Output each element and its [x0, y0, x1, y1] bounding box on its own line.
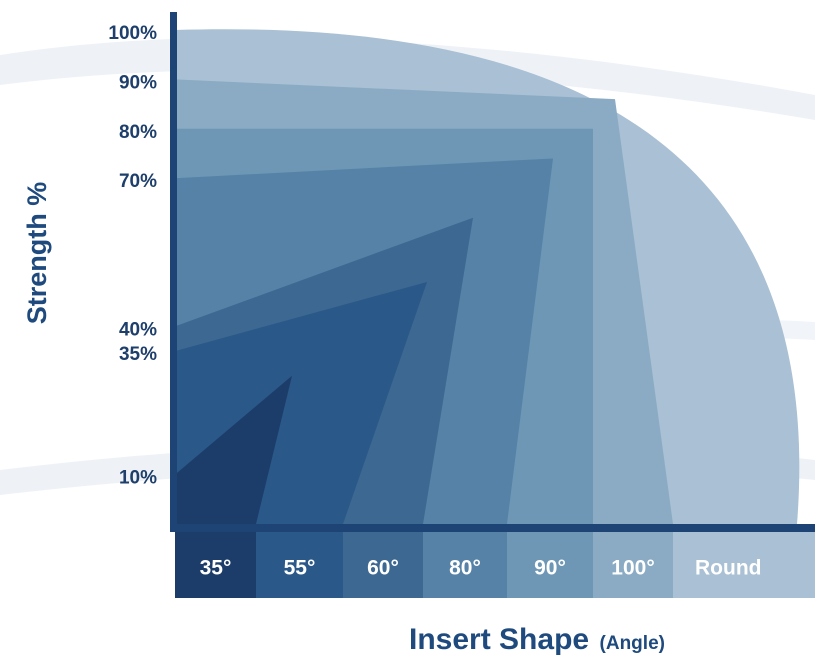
region-35deg — [175, 375, 292, 524]
y-axis-line — [170, 12, 177, 532]
strength-regions — [175, 29, 800, 525]
x-tick-label: 60° — [367, 557, 399, 580]
x-tick-label: 100° — [611, 557, 654, 580]
x-tick-labels: 35° 55° 60° 80° 90° 100° Round — [200, 557, 762, 580]
x-axis-label-suffix: (Angle) — [600, 633, 665, 654]
x-tick-label: Round — [695, 557, 761, 580]
x-band-cell-round — [673, 532, 815, 598]
y-tick-label: 35% — [119, 344, 157, 365]
axes — [170, 12, 815, 532]
y-axis-label: Strength % — [22, 182, 52, 325]
y-tick-labels: 100% 90% 80% 70% 40% 35% 10% — [108, 23, 157, 489]
y-tick-label: 10% — [119, 468, 157, 489]
x-tick-label: 90° — [534, 557, 566, 580]
x-band-cell-80deg — [423, 532, 507, 598]
y-tick-label: 70% — [119, 171, 157, 192]
x-axis-line — [170, 524, 815, 532]
y-tick-label: 80% — [119, 122, 157, 143]
y-tick-label: 40% — [119, 319, 157, 340]
x-tick-label: 55° — [284, 557, 316, 580]
y-tick-label: 90% — [119, 72, 157, 93]
x-axis-label-main: Insert Shape — [409, 623, 589, 656]
x-band-cell-35deg — [175, 532, 256, 598]
x-band-cell-55deg — [256, 532, 343, 598]
x-category-band — [175, 532, 815, 598]
y-tick-label: 100% — [108, 23, 157, 44]
x-band-cell-60deg — [343, 532, 423, 598]
x-tick-label: 80° — [449, 557, 481, 580]
x-axis-label: Insert Shape (Angle) — [409, 623, 665, 656]
x-tick-label: 35° — [200, 557, 232, 580]
x-band-cell-90deg — [507, 532, 593, 598]
x-band-cell-100deg — [593, 532, 673, 598]
